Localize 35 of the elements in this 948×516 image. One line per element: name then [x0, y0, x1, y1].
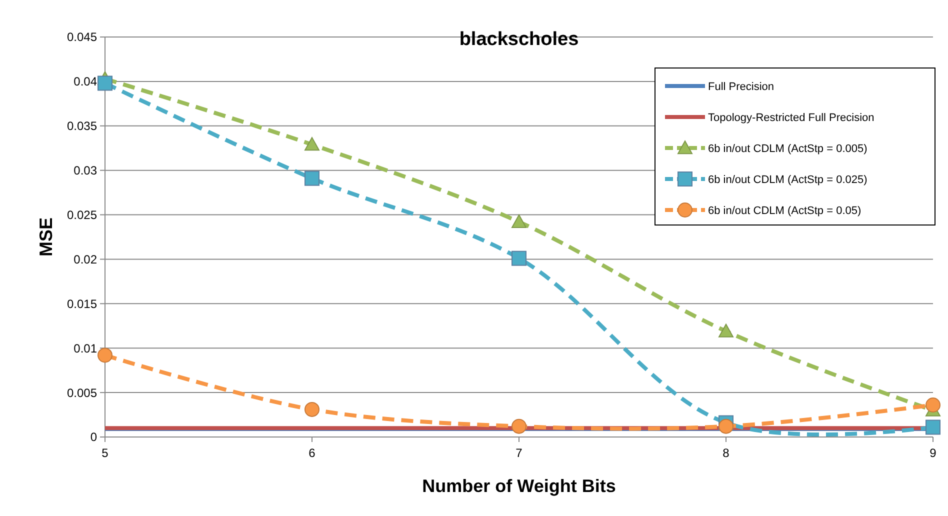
- legend-label: 6b in/out CDLM (ActStp = 0.05): [708, 204, 862, 217]
- y-axis-title: MSE: [36, 217, 56, 257]
- point: [512, 418, 526, 434]
- y-tick-label: 0.025: [66, 208, 98, 222]
- point: [718, 418, 734, 434]
- legend-label: 6b in/out CDLM (ActStp = 0.025): [708, 174, 868, 186]
- y-tick-label: 0.015: [66, 296, 98, 311]
- y-tick-label: 0: [90, 430, 98, 444]
- x-tick-label: 5: [102, 446, 109, 460]
- x-tick-label: 7: [516, 446, 523, 460]
- y-tick-label: 0.01: [74, 341, 98, 356]
- point: [718, 324, 734, 338]
- y-tick-label: 0.045: [66, 30, 98, 44]
- point: [512, 250, 526, 266]
- x-tick-label: 8: [722, 446, 730, 460]
- point: [926, 420, 940, 435]
- legend-label: Topology-Restricted Full Precision: [708, 112, 874, 124]
- y-tick-label: 0.005: [66, 386, 98, 400]
- point: [304, 402, 320, 417]
- legend-label: 6b in/out CDLM (ActStp = 0.005): [708, 142, 868, 155]
- chart-title: blackscholes: [459, 29, 579, 50]
- point: [304, 170, 320, 186]
- legend-label: Full Precision: [708, 80, 774, 93]
- y-tick-label: 0.03: [74, 164, 98, 178]
- point: [512, 214, 526, 228]
- point: [98, 348, 112, 363]
- y-tick-label: 0.02: [74, 252, 98, 266]
- x-tick-label: 9: [930, 446, 937, 460]
- point: [304, 137, 320, 151]
- point: [98, 76, 112, 91]
- x-tick-label: 6: [308, 446, 316, 460]
- point: [926, 398, 940, 412]
- x-axis-title: Number of Weight Bits: [422, 476, 616, 496]
- y-tick-label: 0.04: [74, 74, 98, 89]
- y-tick-label: 0.035: [66, 119, 98, 134]
